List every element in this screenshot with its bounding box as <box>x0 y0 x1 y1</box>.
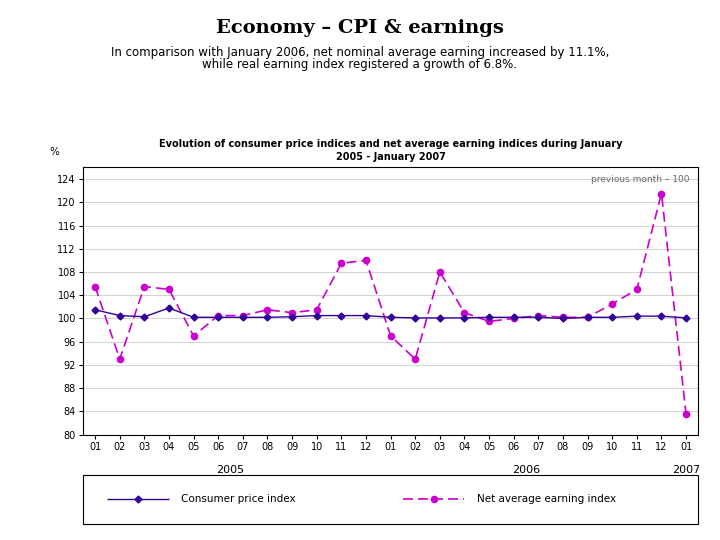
Text: while real earning index registered a growth of 6.8%.: while real earning index registered a gr… <box>202 58 518 71</box>
Text: In comparison with January 2006, net nominal average earning increased by 11.1%,: In comparison with January 2006, net nom… <box>111 46 609 59</box>
Text: 2007: 2007 <box>672 465 701 475</box>
Text: Consumer price index: Consumer price index <box>181 495 296 504</box>
Text: previous month – 100: previous month – 100 <box>590 176 689 185</box>
Text: Net average earning index: Net average earning index <box>477 495 616 504</box>
Text: %: % <box>49 147 59 157</box>
Text: Economy – CPI & earnings: Economy – CPI & earnings <box>216 19 504 37</box>
Title: Evolution of consumer price indices and net average earning indices during Janua: Evolution of consumer price indices and … <box>159 139 622 163</box>
Text: 2005: 2005 <box>217 465 245 475</box>
Text: 2006: 2006 <box>512 465 540 475</box>
